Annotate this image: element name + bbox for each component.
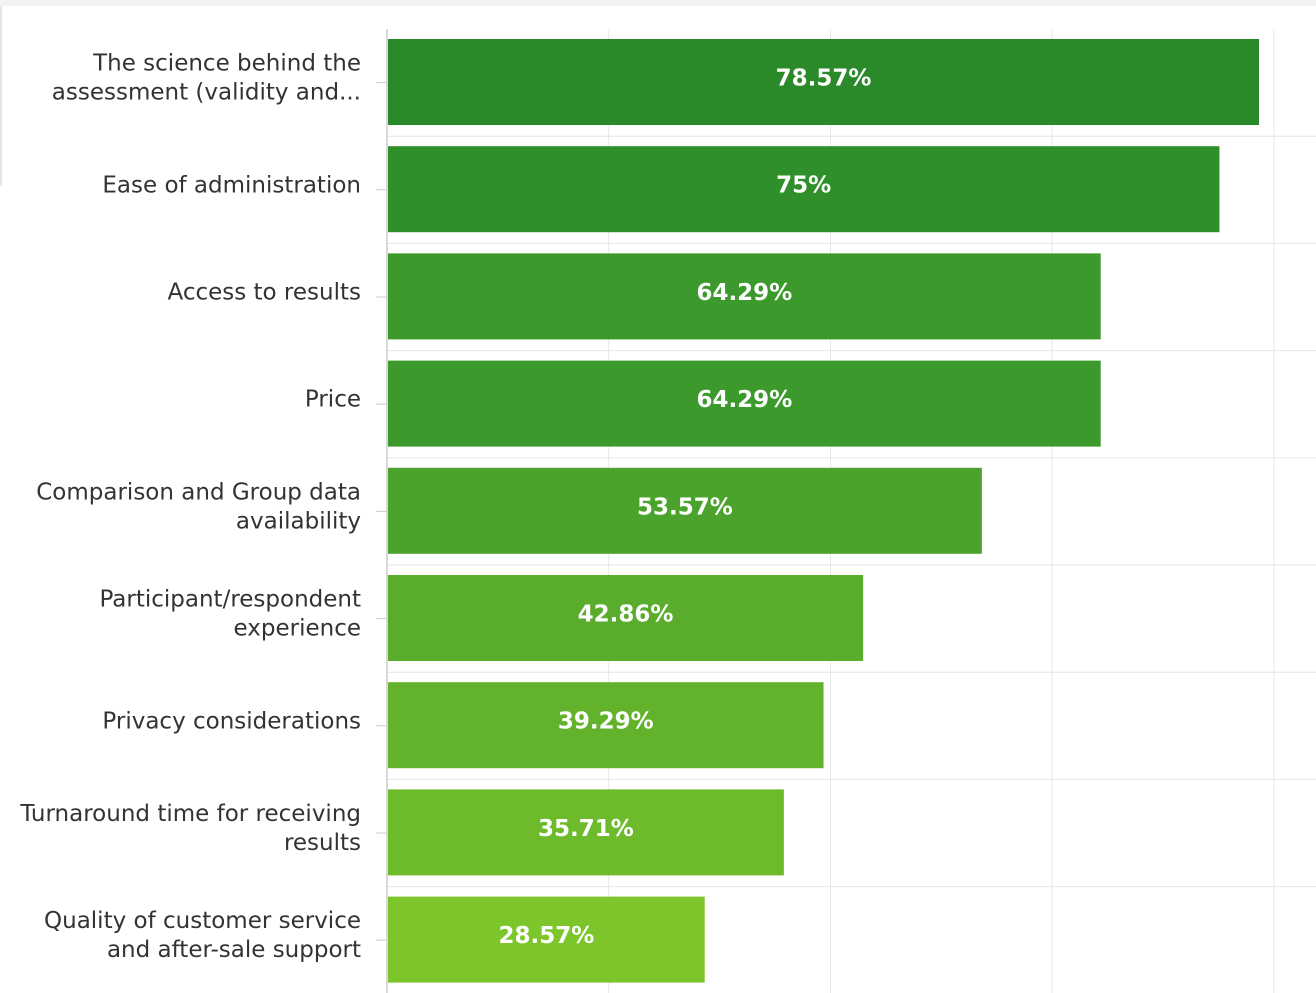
bar: [388, 39, 1259, 125]
bar: [388, 146, 1220, 233]
bar-value-label: 53.57%: [637, 494, 733, 520]
category-label: Turnaround time for receiving: [19, 801, 361, 827]
bar: [388, 789, 784, 876]
bar-value-label: 28.57%: [498, 923, 594, 949]
top-strip: [0, 0, 1316, 6]
bar-value-label: 78.57%: [776, 66, 872, 92]
category-label: The science behind the: [92, 51, 361, 77]
category-label: availability: [236, 508, 361, 534]
category-label: Participant/respondent: [99, 587, 361, 613]
bar-value-label: 42.86%: [578, 602, 674, 628]
category-label: Ease of administration: [102, 172, 361, 198]
bar-value-label: 64.29%: [696, 387, 792, 413]
bar-value-label: 35.71%: [538, 816, 634, 842]
bar: [388, 253, 1101, 340]
category-label: assessment (validity and...: [52, 80, 361, 106]
category-labels: The science behind the assessment (validi…: [19, 51, 361, 964]
category-label: and after-sale support: [107, 937, 361, 963]
y-axis: [376, 29, 388, 993]
bar-value-label: 64.29%: [696, 280, 792, 306]
value-labels: 78.57% 75% 64.29% 64.29% 53.57% 42.86% 39.29% 3…: [498, 66, 871, 950]
category-label: Privacy considerations: [102, 708, 361, 734]
category-label: experience: [234, 616, 361, 642]
bar: [388, 467, 982, 554]
bar: [388, 360, 1101, 447]
bar: [388, 575, 864, 661]
category-label: results: [284, 830, 361, 856]
bars: [388, 39, 1259, 983]
category-label: Price: [305, 387, 361, 413]
category-label: Quality of customer service: [44, 908, 361, 934]
bar: [388, 896, 705, 983]
bar: [388, 682, 824, 769]
bar-value-label: 39.29%: [558, 709, 654, 735]
bar-value-label: 75%: [776, 173, 831, 199]
left-frame-edge: [0, 6, 2, 186]
category-label: Comparison and Group data: [36, 479, 361, 505]
category-label: Access to results: [167, 280, 361, 306]
